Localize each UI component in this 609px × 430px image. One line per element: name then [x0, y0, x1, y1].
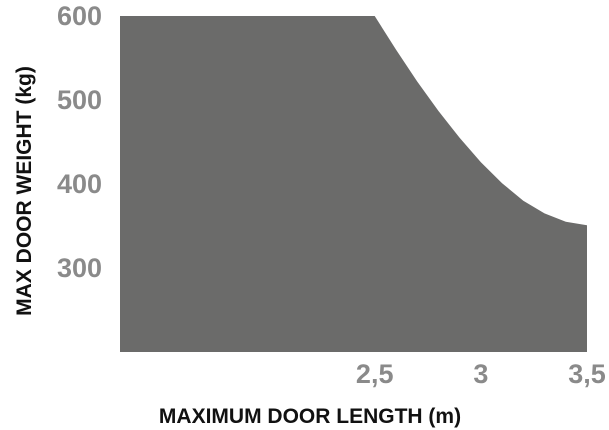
x-axis-ticks: 2,5 3 3,5: [356, 359, 606, 389]
x-axis-title: MAXIMUM DOOR LENGTH (m): [159, 405, 461, 428]
y-tick-label: 500: [57, 85, 102, 115]
y-tick-label: 600: [57, 1, 102, 31]
x-tick-label: 2,5: [356, 359, 394, 389]
y-axis-title: MAX DOOR WEIGHT (kg): [13, 66, 36, 316]
weight-area: [120, 16, 587, 352]
x-tick-label: 3: [473, 359, 488, 389]
x-tick-label: 3,5: [568, 359, 606, 389]
y-tick-label: 300: [57, 253, 102, 283]
y-axis-ticks: 300 400 500 600: [57, 1, 102, 283]
y-tick-label: 400: [57, 169, 102, 199]
